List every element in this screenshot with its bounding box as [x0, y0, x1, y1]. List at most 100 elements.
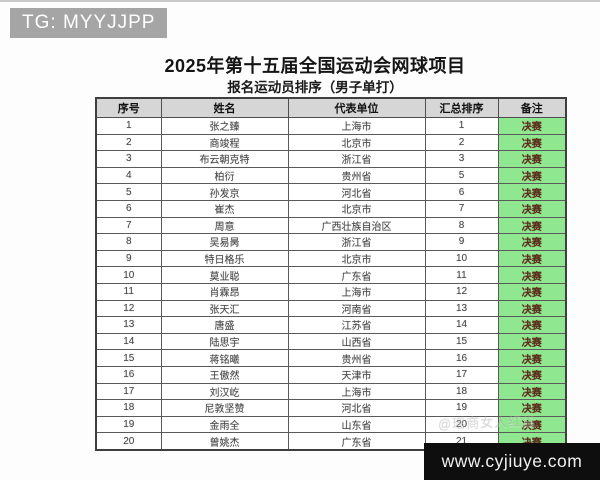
cell-name: 张天汇	[160, 299, 289, 318]
cell-name: 蒋铭曦	[160, 349, 289, 367]
cell-unit: 山东省	[287, 415, 426, 434]
cell-unit: 江苏省	[287, 316, 426, 334]
cell-name: 刘汉屹	[160, 382, 289, 401]
table-row: 6 崔杰 北京市 7 决赛	[95, 199, 567, 218]
cell-remark: 决赛	[497, 133, 567, 152]
cell-rank: 14	[424, 316, 499, 334]
cell-unit: 北京市	[287, 199, 426, 218]
cell-index: 2	[95, 133, 162, 152]
cell-name: 孙发京	[160, 183, 289, 201]
cell-unit: 上海市	[287, 117, 426, 135]
cell-remark: 决赛	[497, 399, 567, 417]
cell-name: 商竣程	[160, 133, 289, 152]
cell-rank: 10	[424, 249, 499, 268]
cell-index: 3	[95, 150, 162, 168]
table-row: 13 唐盛 江苏省 14 决赛	[95, 316, 567, 334]
table-row: 3 布云朝克特 浙江省 3 决赛	[95, 150, 567, 168]
cell-rank: 3	[424, 150, 499, 168]
cell-name: 金雨全	[160, 415, 289, 434]
cell-rank: 7	[424, 199, 499, 218]
header-cell-2: 代表单位	[287, 97, 426, 118]
cell-index: 18	[95, 399, 162, 417]
cell-unit: 天津市	[287, 365, 426, 384]
table-row: 9 特日格乐 北京市 10 决赛	[95, 249, 567, 268]
table-row: 11 肖霖昂 上海市 12 决赛	[95, 282, 567, 301]
cell-unit: 河北省	[287, 399, 426, 417]
cell-index: 16	[95, 365, 162, 384]
cell-unit: 贵州省	[287, 349, 426, 367]
cell-index: 9	[95, 249, 162, 268]
cell-index: 12	[95, 299, 162, 318]
cell-remark: 决赛	[497, 266, 567, 284]
cell-remark: 决赛	[497, 216, 567, 235]
cell-index: 1	[95, 117, 162, 135]
table-row: 17 刘汉屹 上海市 18 决赛	[95, 382, 567, 401]
table-row: 19 金雨全 山东省 20 决赛	[95, 415, 567, 434]
cell-remark: 决赛	[497, 117, 567, 135]
cell-remark: 决赛	[497, 316, 567, 334]
table-header-row: 序号 姓名 代表单位 汇总排序 备注	[95, 97, 567, 118]
table-row: 7 周意 广西壮族自治区 8 决赛	[95, 216, 567, 235]
cell-name: 肖霖昂	[160, 282, 289, 301]
cell-name: 崔杰	[160, 199, 289, 218]
cell-index: 15	[95, 349, 162, 367]
cell-unit: 上海市	[287, 282, 426, 301]
cell-remark: 决赛	[497, 365, 567, 384]
cell-rank: 17	[424, 365, 499, 384]
cell-remark: 决赛	[497, 382, 567, 401]
cell-remark: 决赛	[497, 199, 567, 218]
cell-index: 20	[95, 432, 162, 451]
cell-index: 17	[95, 382, 162, 401]
cell-remark: 决赛	[497, 183, 567, 201]
cell-unit: 浙江省	[287, 233, 426, 251]
cell-unit: 北京市	[287, 133, 426, 152]
cell-rank: 1	[424, 117, 499, 135]
table-row: 18 尼敦坚赞 河北省 19 决赛	[95, 399, 567, 417]
cell-remark: 决赛	[497, 332, 567, 351]
cell-name: 陆思宇	[160, 332, 289, 351]
cell-name: 周意	[160, 216, 289, 235]
cell-name: 尼敦坚赞	[160, 399, 289, 417]
page-title: 2025年第十五届全国运动会网球项目	[164, 56, 466, 76]
cell-unit: 北京市	[287, 249, 426, 268]
table-row: 8 吴易昺 浙江省 9 决赛	[95, 233, 567, 251]
header-cell-3: 汇总排序	[424, 97, 499, 118]
cell-remark: 决赛	[497, 233, 567, 251]
header-cell-1: 姓名	[160, 97, 289, 118]
cell-rank: 12	[424, 282, 499, 301]
cell-name: 王傲然	[160, 365, 289, 384]
cell-index: 8	[95, 233, 162, 251]
table-row: 4 柏衍 贵州省 5 决赛	[95, 166, 567, 185]
cell-rank: 5	[424, 166, 499, 185]
cell-remark: 决赛	[497, 415, 567, 434]
cell-rank: 13	[424, 299, 499, 318]
players-table: 序号 姓名 代表单位 汇总排序 备注 1 张之臻 上海市 1 决赛 2 商竣程 北京市 2 决赛 3 布云朝克…	[95, 97, 567, 451]
cell-remark: 决赛	[497, 249, 567, 268]
cell-index: 6	[95, 199, 162, 218]
cell-rank: 2	[424, 133, 499, 152]
table-row: 5 孙发京 河北省 6 决赛	[95, 183, 567, 201]
cell-name: 吴易昺	[160, 233, 289, 251]
cell-unit: 河南省	[287, 299, 426, 318]
cell-unit: 广西壮族自治区	[287, 216, 426, 235]
cell-index: 7	[95, 216, 162, 235]
cell-name: 特日格乐	[160, 249, 289, 268]
cell-name: 布云朝克特	[160, 150, 289, 168]
cell-remark: 决赛	[497, 166, 567, 185]
cell-name: 柏衍	[160, 166, 289, 185]
cell-unit: 河北省	[287, 183, 426, 201]
cell-remark: 决赛	[497, 282, 567, 301]
tg-badge: TG: MYYJJPP	[10, 8, 168, 38]
table-row: 16 王傲然 天津市 17 决赛	[95, 365, 567, 384]
cell-rank: 19	[424, 399, 499, 417]
header-cell-4: 备注	[497, 97, 567, 118]
cell-index: 14	[95, 332, 162, 351]
cell-name: 张之臻	[160, 117, 289, 135]
cell-name: 唐盛	[160, 316, 289, 334]
cell-index: 10	[95, 266, 162, 284]
cell-rank: 16	[424, 349, 499, 367]
cell-rank: 8	[424, 216, 499, 235]
cell-remark: 决赛	[497, 150, 567, 168]
cell-name: 莫业聪	[160, 266, 289, 284]
cell-rank: 15	[424, 332, 499, 351]
